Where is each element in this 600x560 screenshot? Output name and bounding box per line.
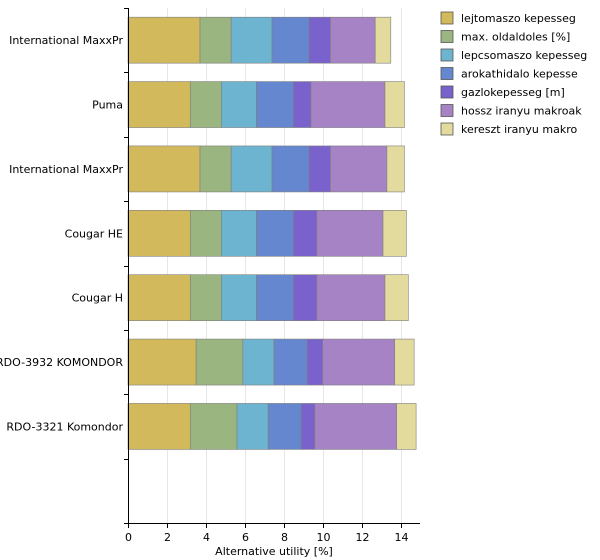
bar-segment	[127, 16, 201, 64]
bar-segment	[256, 274, 294, 321]
legend-swatch	[440, 67, 454, 80]
bar-segment	[127, 403, 191, 450]
x-tick-label: 6	[242, 531, 249, 544]
bars-layer	[127, 16, 417, 450]
legend-label: hossz iranyu makroak	[461, 105, 582, 118]
legend-label: lepcsomaszo kepesseg	[461, 49, 587, 62]
y-tick-label: Cougar HE	[65, 227, 123, 240]
bar-segment	[242, 338, 275, 386]
bar-segment	[221, 81, 257, 128]
y-tick-label: Cougar H	[72, 292, 123, 305]
bar-segment	[236, 403, 269, 450]
bar-segment	[271, 16, 310, 64]
bar-segment	[127, 274, 191, 321]
bar-segment	[308, 16, 331, 64]
legend-swatch	[440, 104, 454, 117]
bar-segment	[230, 145, 273, 193]
legend-swatch	[440, 85, 454, 99]
x-tick-label: 8	[281, 531, 288, 544]
bar-segment	[330, 145, 388, 193]
bar-segment	[330, 16, 376, 64]
legend-swatch	[440, 122, 454, 136]
y-tick-label: Puma	[92, 99, 123, 112]
bar-segment	[127, 338, 197, 386]
bar-segment	[230, 16, 273, 64]
legend: lejtomaszo kepesseg max. oldaldoles [%] le…	[440, 11, 587, 136]
bar-segment	[300, 403, 316, 450]
legend-label: arokathidalo kepesse	[461, 68, 578, 81]
bar-segment	[271, 145, 310, 193]
bar-segment	[374, 16, 392, 64]
bar-segment	[396, 403, 417, 450]
bar-segment	[293, 81, 312, 128]
bar-segment	[394, 338, 415, 386]
bar-segment	[382, 210, 407, 257]
bar-segment	[256, 81, 294, 128]
bar-segment	[189, 210, 222, 257]
bar-segment	[127, 81, 191, 128]
bar-segment	[386, 145, 405, 193]
bar-segment	[199, 16, 232, 64]
bar-segment	[384, 81, 405, 128]
x-tick-label: 0	[125, 531, 132, 544]
bar-segment	[310, 81, 386, 128]
bar-segment	[221, 274, 257, 321]
bar-segment	[221, 210, 257, 257]
legend-label: max. oldaldoles [%]	[461, 31, 570, 44]
x-tick-label: 12	[356, 531, 370, 544]
bar-segment	[256, 210, 294, 257]
bar-segment	[273, 338, 308, 386]
bar-segment	[314, 403, 397, 450]
bar-segment	[384, 274, 409, 321]
legend-swatch	[440, 11, 454, 25]
bar-segment	[316, 274, 386, 321]
bar-segment	[127, 210, 191, 257]
bar-segment	[293, 274, 318, 321]
bar-segment	[308, 145, 331, 193]
x-tick-label: 4	[203, 531, 210, 544]
bar-segment	[322, 338, 395, 386]
bar-segment	[189, 403, 238, 450]
x-tick-label: 14	[395, 531, 409, 544]
axes-layer	[124, 8, 420, 528]
bar-segment	[306, 338, 323, 386]
bar-segment	[316, 210, 384, 257]
bar-segment	[293, 210, 318, 257]
bar-segment	[195, 338, 244, 386]
x-axis-title: Alternative utility [%]	[215, 545, 333, 558]
bar-segment	[189, 81, 222, 128]
bar-segment	[189, 274, 222, 321]
legend-label: kereszt iranyu makro	[461, 123, 577, 136]
legend-label: lejtomaszo kepesseg	[461, 12, 576, 25]
y-tick-label: International MaxxPr	[9, 163, 123, 176]
bar-segment	[267, 403, 302, 450]
y-tick-label: RDO-3321 Komondor	[6, 420, 123, 433]
legend-swatch	[440, 30, 454, 43]
x-tick-label: 10	[317, 531, 331, 544]
x-tick-label: 2	[164, 531, 171, 544]
legend-swatch	[440, 48, 454, 62]
labels-layer: International MaxxPr Puma International Ma…	[0, 34, 409, 544]
bar-segment	[199, 145, 232, 193]
bar-segment	[127, 145, 201, 193]
y-tick-label: RDO-3932 KOMONDOR	[0, 356, 123, 369]
y-tick-label: International MaxxPr	[9, 34, 123, 47]
legend-label: gazlokepesseg [m]	[461, 86, 565, 99]
